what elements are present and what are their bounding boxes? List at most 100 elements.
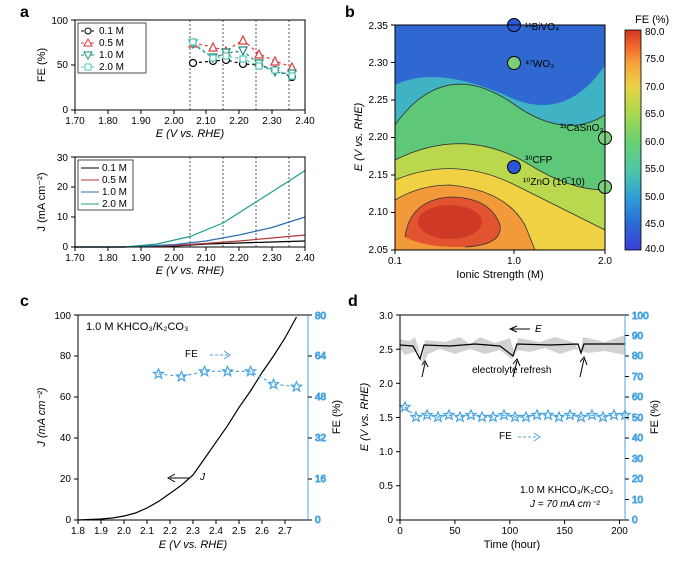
svg-text:2.10: 2.10 [369,207,389,218]
svg-text:1.5: 1.5 [379,413,393,424]
svg-text:0: 0 [65,515,71,526]
svg-text:50: 50 [632,413,644,424]
svg-text:32: 32 [315,433,327,444]
svg-text:1.0 M KHCO₃/K₂CO₃: 1.0 M KHCO₃/K₂CO₃ [520,485,613,496]
svg-text:2.30: 2.30 [262,253,282,264]
svg-text:2.40: 2.40 [295,253,315,264]
svg-text:2.3: 2.3 [186,526,200,537]
svg-text:3.0: 3.0 [379,311,393,322]
panel-d: E electrolyte refresh FE 1.0 M KHCO₃/K₂C… [353,303,683,568]
svg-text:0.1 M: 0.1 M [102,163,127,174]
svg-text:2.10: 2.10 [196,116,216,127]
svg-text:2.40: 2.40 [295,116,315,127]
svg-text:20: 20 [60,474,72,485]
svg-text:0.5: 0.5 [379,481,393,492]
svg-text:E (V vs. RHE): E (V vs. RHE) [156,128,225,140]
svg-text:1.80: 1.80 [98,116,118,127]
svg-text:90: 90 [632,331,644,342]
svg-text:40.0: 40.0 [645,244,665,255]
svg-text:80: 80 [60,351,72,362]
svg-text:45.0: 45.0 [645,219,665,230]
panel-c: 1.0 M KHCO₃/K₂CO₃ FE J 0 20 40 60 80 100… [28,303,348,568]
svg-text:16: 16 [315,474,327,485]
svg-text:2.30: 2.30 [369,58,389,69]
svg-text:1.0 M KHCO₃/K₂CO₃: 1.0 M KHCO₃/K₂CO₃ [86,321,188,333]
svg-text:2.20: 2.20 [369,132,389,143]
svg-text:FE (%): FE (%) [635,14,669,26]
svg-text:electrolyte refresh: electrolyte refresh [472,365,551,376]
svg-text:70.0: 70.0 [645,82,665,93]
svg-text:2.0: 2.0 [117,526,131,537]
svg-text:100: 100 [632,311,649,322]
svg-text:50: 50 [57,60,69,71]
svg-text:Time (hour): Time (hour) [484,539,540,551]
svg-text:60: 60 [632,392,644,403]
svg-text:100: 100 [51,16,68,27]
svg-text:³¹CaSnO₃: ³¹CaSnO₃ [560,123,604,134]
svg-text:60: 60 [60,392,72,403]
svg-text:200: 200 [611,526,628,537]
svg-text:1.0: 1.0 [379,447,393,458]
svg-text:¹⁰ZnO (10‾10): ¹⁰ZnO (10‾10) [523,176,585,188]
svg-text:2.4: 2.4 [209,526,223,537]
svg-text:50: 50 [449,526,461,537]
svg-text:0.5 M: 0.5 M [99,38,124,49]
svg-text:2.1: 2.1 [140,526,154,537]
svg-text:80.0: 80.0 [645,27,665,38]
svg-text:2.0 M: 2.0 M [99,62,124,73]
svg-text:2.15: 2.15 [369,170,389,181]
svg-text:1.8: 1.8 [71,526,85,537]
panel-a-top: 0.1 M 0.5 M 1.0 M 2.0 M 0 50 100 1.70 1.… [36,16,315,140]
svg-text:¹¹BiVO₄: ¹¹BiVO₄ [525,22,559,33]
svg-text:0: 0 [632,515,638,526]
svg-text:10: 10 [57,212,69,223]
svg-text:48: 48 [315,392,327,403]
svg-text:20: 20 [57,182,69,193]
svg-text:2.10: 2.10 [196,253,216,264]
svg-text:2.2: 2.2 [163,526,177,537]
svg-text:0: 0 [397,526,403,537]
svg-text:65.0: 65.0 [645,109,665,120]
svg-text:2.5: 2.5 [232,526,246,537]
svg-text:50.0: 50.0 [645,192,665,203]
svg-text:1.0 M: 1.0 M [99,50,124,61]
svg-text:2.30: 2.30 [262,116,282,127]
svg-text:2.5: 2.5 [379,345,393,356]
svg-text:FE: FE [499,431,512,442]
svg-text:0.1: 0.1 [388,256,402,267]
svg-text:80: 80 [632,351,644,362]
svg-text:1.70: 1.70 [65,253,85,264]
svg-text:FE (%): FE (%) [331,400,343,434]
svg-text:1.0: 1.0 [507,256,521,267]
svg-text:70: 70 [632,372,644,383]
svg-text:1.80: 1.80 [98,253,118,264]
svg-text:FE (%): FE (%) [36,48,48,82]
svg-text:1.70: 1.70 [65,116,85,127]
svg-text:150: 150 [556,526,573,537]
svg-text:E (V vs. RHE): E (V vs. RHE) [353,102,365,171]
svg-text:60.0: 60.0 [645,137,665,148]
svg-text:2.6: 2.6 [255,526,269,537]
svg-text:0.1 M: 0.1 M [99,26,124,37]
panel-a-bot: 0.1 M 0.5 M 1.0 M 2.0 M 0 10 20 30 1.70 … [36,153,315,277]
svg-text:1.0 M: 1.0 M [102,187,127,198]
svg-text:⁴⁷WO₃: ⁴⁷WO₃ [525,59,554,70]
svg-text:2.7: 2.7 [278,526,292,537]
panel-a: 0.1 M 0.5 M 1.0 M 2.0 M 0 50 100 1.70 1.… [30,12,335,282]
svg-text:0: 0 [62,105,68,116]
svg-text:2.25: 2.25 [369,95,389,106]
svg-text:E (V vs. RHE): E (V vs. RHE) [156,265,225,277]
svg-text:J (mA cm⁻²): J (mA cm⁻²) [36,173,48,232]
svg-text:FE (%): FE (%) [649,400,661,434]
svg-text:10: 10 [632,495,644,506]
svg-text:J: J [199,472,206,483]
svg-text:0: 0 [62,242,68,253]
panel-label-a: a [20,4,29,22]
svg-text:0: 0 [387,515,393,526]
svg-text:64: 64 [315,351,327,362]
svg-text:2.05: 2.05 [369,245,389,256]
svg-text:80: 80 [315,311,327,322]
svg-text:30: 30 [632,454,644,465]
svg-text:1.9: 1.9 [94,526,108,537]
svg-text:100: 100 [501,526,518,537]
